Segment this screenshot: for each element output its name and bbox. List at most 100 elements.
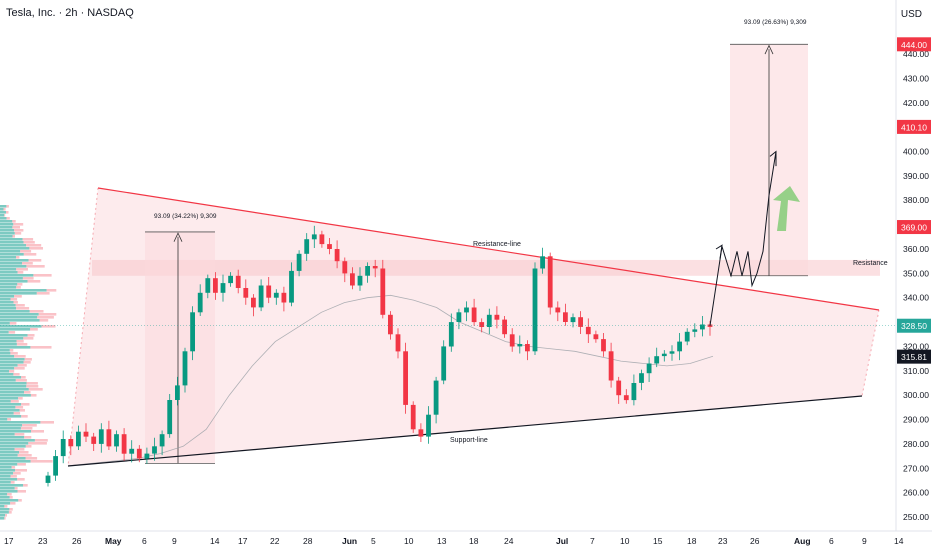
volume-profile-bar [14,355,26,358]
volume-profile-bar [0,505,5,508]
measure-label-2: 93.09 (26.63%) 9,309 [744,19,807,26]
candle-body [616,380,622,396]
measure-box-2-arrowhead [764,44,774,55]
volume-profile-bar [19,409,25,412]
x-tick-label: 23 [38,536,48,546]
volume-profile-bar [0,490,18,493]
y-tick-label: 320.00 [903,341,929,351]
volume-profile-bar [15,304,25,307]
candle-body [190,312,195,352]
candle-body [509,334,515,347]
candle-body [486,314,492,327]
volume-profile-bar [0,475,11,478]
x-tick-label: 13 [437,536,447,546]
volume-profile-bar [20,427,33,430]
volume-profile-bar [0,220,13,223]
volume-profile-bar [0,439,35,442]
price-label: 444.00 [901,40,927,50]
volume-profile-bar [16,286,21,289]
volume-profile-bar [17,364,27,367]
volume-profile-bar [0,217,7,220]
volume-profile-bar [14,487,18,490]
y-tick-label: 350.00 [903,268,929,278]
volume-profile-bar [0,283,18,286]
volume-profile-bar [23,253,37,256]
volume-profile-bar [0,205,7,208]
x-tick-label: Aug [794,536,811,546]
volume-profile-bar [0,379,16,382]
projected-path [709,151,777,326]
candle-body [152,446,157,454]
candle-body [45,475,51,483]
candle-body [502,319,507,335]
volume-profile-bar [0,364,18,367]
support-trendline [67,395,863,467]
volume-profile-bar [0,442,29,445]
volume-profile-bar [23,241,35,244]
volume-profile-bar [0,292,37,295]
volume-profile-bar [0,259,29,262]
candle-body [661,353,667,357]
candle-body [213,278,218,293]
candle-body [53,456,58,476]
volume-profile-bar [0,496,10,499]
price-label-box [897,318,931,333]
candle-body [669,351,675,354]
candle-body [266,285,272,298]
moving-average-line [67,294,714,467]
volume-profile-bar [0,478,18,481]
volume-profile-bar [0,517,5,520]
volume-profile-bar [9,508,13,511]
volume-profile-bar [23,337,34,340]
volume-profile-bar [24,436,32,439]
volume-profile-bar [0,340,17,343]
candle-body [464,307,469,313]
candle-body [60,439,66,457]
volume-profile-bar [24,391,31,394]
volume-profile-bar [6,205,9,208]
x-tick-label: 9 [172,536,177,546]
candle-body [327,244,332,249]
candle-body [631,383,637,401]
candle-body [114,434,119,447]
volume-profile-bar [22,424,37,427]
x-tick-label: 26 [750,536,760,546]
x-tick-label: 14 [894,536,904,546]
volume-profile-bar [6,217,10,220]
volume-profile-bar [12,235,15,238]
volume-profile-bar [21,415,28,418]
volume-profile-bar [0,268,17,271]
volume-profile-bar [0,382,27,385]
target-arrow [773,186,800,231]
volume-profile-bar [10,352,18,355]
y-tick-label: 250.00 [903,512,929,522]
candle-body [395,334,401,352]
candle-body [578,317,583,327]
volume-profile-bar [0,316,38,319]
volume-profile-bar [0,421,41,424]
candle-body [106,429,112,447]
volume-profile-bar [28,388,43,391]
volume-profile-bar [23,361,31,364]
volume-profile-bar [30,328,38,331]
x-tick-label: 9 [862,536,867,546]
currency-label: USD [900,9,922,20]
candle-body [585,326,591,335]
volume-profile-bar [0,247,30,250]
volume-profile-bar [0,331,9,334]
candle-body [448,322,454,347]
volume-profile-bar [15,406,24,409]
volume-profile-bar [8,331,16,334]
volume-profile-bar [26,244,42,247]
volume-profile-bar [0,463,18,466]
volume-profile-bar [0,334,28,337]
candle-body [273,292,279,298]
candle-body [76,431,81,447]
volume-profile-bar [37,316,54,319]
volume-profile-bar [0,313,39,316]
volume-profile-bar [26,382,38,385]
candle-body [319,234,325,245]
volume-profile-bar [10,475,17,478]
volume-profile-bar [0,424,23,427]
